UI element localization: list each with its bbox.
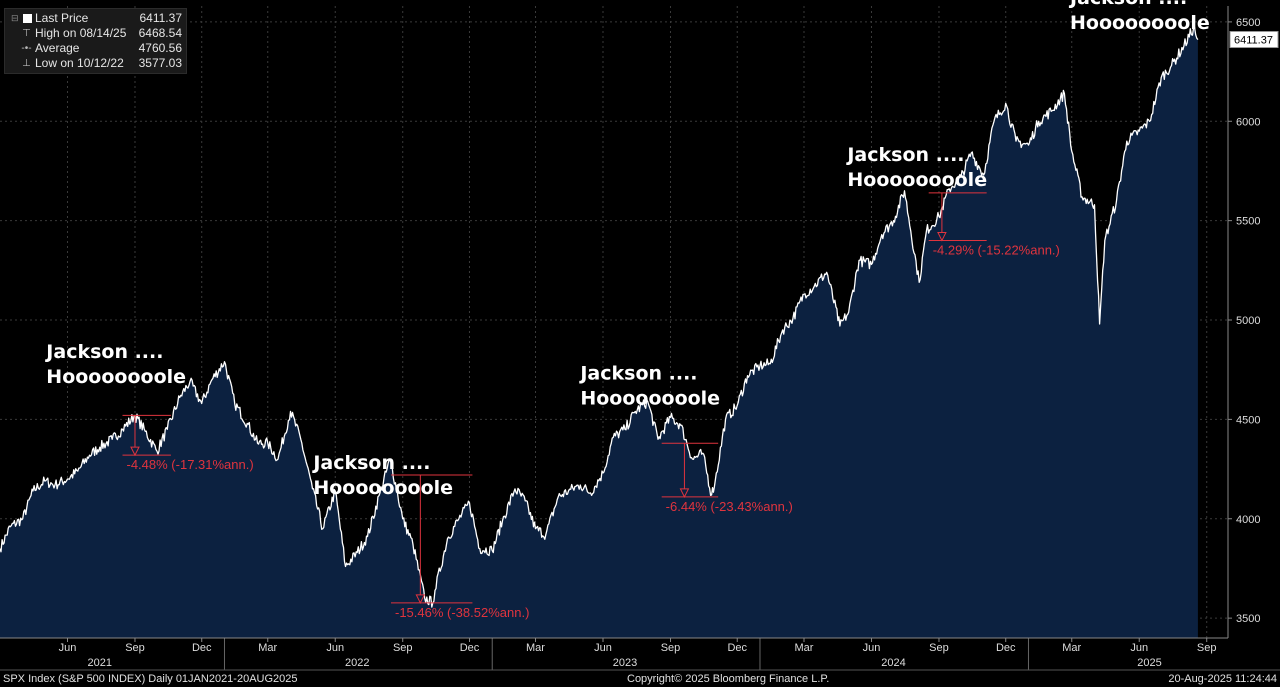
x-tick-label: Dec	[192, 642, 212, 654]
jackson-hole-label-line1: Jackson ....	[311, 452, 430, 474]
average-marker-icon: -•-	[21, 43, 32, 54]
legend-row-average: -•- Average 4760.56	[5, 41, 186, 56]
x-tick-label: Sep	[1197, 642, 1217, 654]
jackson-hole-label-line2: Hoooooooole	[1070, 12, 1210, 34]
jackson-hole-label-line2: Hoooooooole	[313, 477, 453, 499]
legend-label: Low on 10/12/22	[35, 56, 124, 70]
footer-timestamp: 20-Aug-2025 11:24:44	[1168, 673, 1277, 685]
legend-row-last: ⊟ Last Price 6411.37	[5, 11, 186, 26]
y-tick-label: 4000	[1236, 514, 1260, 526]
y-tick-label: 3500	[1236, 613, 1260, 625]
legend-value: 3577.03	[138, 56, 182, 70]
x-tick-label: Mar	[526, 642, 545, 654]
collapse-icon[interactable]: ⊟	[11, 13, 19, 23]
last-price-tag: 6411.37	[1234, 35, 1273, 47]
legend-label: High on 08/14/25	[35, 26, 127, 40]
jackson-hole-label-line1: Jackson ....	[44, 341, 163, 363]
x-tick-label: Dec	[996, 642, 1016, 654]
legend-row-low: ⊥ Low on 10/12/22 3577.03	[5, 56, 186, 71]
x-tick-label: Dec	[460, 642, 480, 654]
price-legend: ⊟ Last Price 6411.37 ⊤ High on 08/14/25 …	[4, 8, 187, 74]
legend-row-high: ⊤ High on 08/14/25 6468.54	[5, 26, 186, 41]
y-tick-label: 6000	[1236, 116, 1260, 128]
x-tick-label: Jun	[59, 642, 77, 654]
low-marker-icon: ⊥	[22, 58, 31, 69]
y-tick-label: 6500	[1236, 17, 1260, 29]
x-year-label: 2025	[1137, 657, 1161, 669]
y-tick-label: 5000	[1236, 315, 1260, 327]
axes: 3500 4000 4500 5000 5500 6000 6500 Jun Sep Dec Mar…	[0, 6, 1280, 671]
last-price-swatch-icon	[23, 14, 32, 23]
x-year-label: 2022	[345, 657, 369, 669]
legend-label: Average	[35, 41, 80, 55]
drawdown-arrow-head-icon	[415, 594, 426, 604]
drawdown-arrow-head-icon	[937, 232, 947, 242]
x-year-label: 2023	[613, 657, 637, 669]
price-area	[0, 27, 1198, 639]
drawdown-arrow-head-icon	[130, 446, 140, 457]
jackson-hole-label-line2: Hoooooooole	[847, 169, 987, 191]
x-tick-label: Sep	[929, 642, 949, 654]
high-marker-icon: ⊤	[22, 28, 31, 39]
y-tick-label: 4500	[1236, 414, 1260, 426]
x-year-label: 2021	[88, 657, 112, 669]
drawdown-label: -6.44% (-23.43%ann.)	[666, 499, 793, 514]
jackson-hole-label-line2: Hoooooooole	[46, 366, 186, 388]
x-tick-label: Jun	[1130, 642, 1148, 654]
legend-value: 6411.37	[139, 11, 183, 25]
legend-label: Last Price	[35, 11, 89, 25]
drawdown-label: -4.48% (-17.31%ann.)	[127, 457, 254, 472]
x-tick-label: Sep	[661, 642, 681, 654]
jackson-hole-label-line1: Jackson ....	[845, 144, 964, 166]
legend-value: 4760.56	[138, 41, 182, 55]
x-tick-label: Sep	[393, 642, 413, 654]
x-tick-label: Mar	[258, 642, 277, 654]
legend-value: 6468.54	[138, 26, 182, 40]
drawdown-label: -15.46% (-38.52%ann.)	[395, 605, 529, 620]
x-tick-label: Jun	[326, 642, 344, 654]
drawdown-annotations: -4.48% (-17.31%ann.) -15.46% (-38.52%ann.…	[122, 192, 1060, 620]
price-line	[0, 26, 1199, 608]
jackson-hole-label-line1: Jackson ....	[578, 363, 697, 385]
x-tick-label: Mar	[795, 642, 814, 654]
x-tick-label: Dec	[727, 642, 747, 654]
x-tick-label: Mar	[1062, 642, 1081, 654]
last-price-tag-box	[1229, 31, 1279, 49]
x-tick-label: Sep	[125, 642, 145, 654]
footer-copyright: Copyright© 2025 Bloomberg Finance L.P.	[627, 673, 830, 685]
jackson-hole-label-line1: Jackson ....	[1068, 0, 1187, 9]
drawdown-arrow-head-icon	[679, 488, 690, 499]
y-tick-label: 5500	[1236, 216, 1260, 228]
x-tick-label: Jun	[863, 642, 881, 654]
footer-security: SPX Index (S&P 500 INDEX) Daily 01JAN202…	[3, 673, 298, 685]
jackson-hole-labels: Jackson .... Hoooooooole Jackson .... Hoooo…	[44, 0, 1209, 499]
jackson-hole-label-line2: Hoooooooole	[580, 388, 720, 410]
x-year-label: 2024	[881, 657, 905, 669]
drawdown-label: -4.29% (-15.22%ann.)	[933, 243, 1060, 258]
x-tick-label: Jun	[594, 642, 612, 654]
